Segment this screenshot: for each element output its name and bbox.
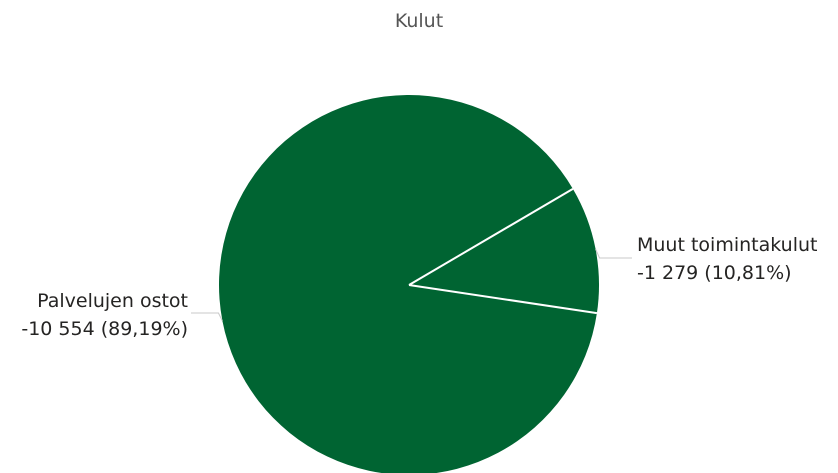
slice-name-muut-toimintakulut: Muut toimintakulut xyxy=(637,234,818,256)
slice-separator-0 xyxy=(408,187,574,286)
pie-slice-muut-toimintakulut[interactable] xyxy=(409,188,599,314)
leader-line-muut-toimintakulut xyxy=(595,248,632,259)
slice-label-muut-toimintakulut: Muut toimintakulut -1 279 (10,81%) xyxy=(637,231,817,287)
slice-value-muut-toimintakulut: -1 279 (10,81%) xyxy=(637,262,792,284)
slice-label-palvelujen-ostot: Palvelujen ostot -10 554 (89,19%) xyxy=(21,287,188,343)
leader-line-palvelujen-ostot xyxy=(191,312,223,322)
chart-title: Kulut xyxy=(394,10,444,32)
slice-separator-1 xyxy=(408,284,598,315)
pie-slice-palvelujen-ostot[interactable] xyxy=(219,95,597,473)
slice-name-palvelujen-ostot: Palvelujen ostot xyxy=(37,290,188,312)
slice-value-palvelujen-ostot: -10 554 (89,19%) xyxy=(21,318,188,340)
